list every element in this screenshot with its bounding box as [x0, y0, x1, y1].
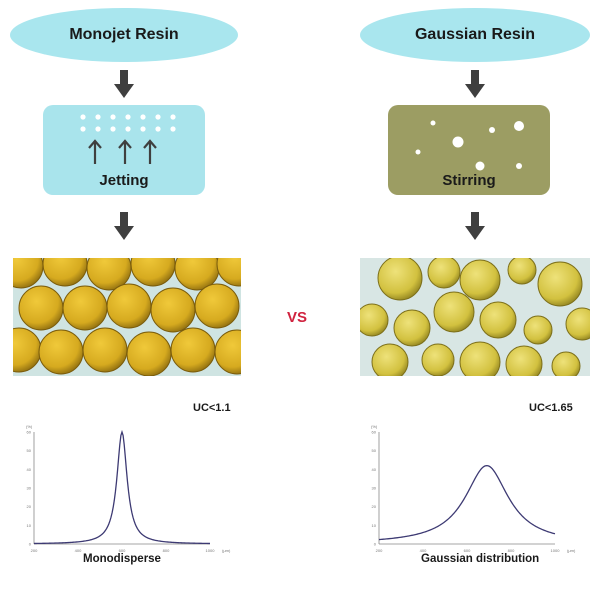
y-tick-label: 50 — [27, 448, 32, 453]
uniformity-coefficient-label: UC<1.1 — [193, 402, 231, 414]
y-tick-label: 20 — [27, 504, 32, 509]
monojet-resin-title: Monojet Resin — [10, 8, 238, 62]
x-tick-label: 200 — [31, 548, 38, 553]
x-tick-label: 1000 — [551, 548, 561, 553]
distribution-curve — [378, 464, 556, 541]
uniformity-coefficient-label: UC<1.65 — [529, 402, 573, 414]
y-tick-label: 30 — [27, 486, 32, 491]
down-arrow-icon — [465, 70, 485, 100]
jetting-label: Jetting — [99, 172, 149, 189]
distribution-curve — [33, 429, 211, 545]
monojet-column: Monojet Resin Jetting — [10, 8, 241, 565]
y-tick-label: 0 — [29, 542, 32, 547]
x-tick-label: 400 — [75, 548, 82, 553]
x-tick-label: 600 — [464, 548, 471, 553]
down-arrow-icon — [114, 70, 134, 100]
x-tick-label: 1000 — [206, 548, 216, 553]
y-axis-label: (%) — [371, 424, 378, 429]
jetting-droplets-illustration — [80, 114, 176, 164]
y-tick-label: 60 — [27, 430, 32, 435]
y-tick-label: 10 — [27, 523, 32, 528]
x-tick-label: 600 — [119, 548, 126, 553]
stirring-process-box: Stirring — [388, 105, 550, 195]
y-tick-label: 0 — [374, 542, 377, 547]
down-arrow-icon — [114, 212, 134, 242]
gaussian-distribution-chart: 0 10 20 30 40 50 60 (%) 200 400 600 800 1000 (μm) — [365, 420, 585, 555]
y-tick-label: 20 — [372, 504, 377, 509]
x-tick-label: 800 — [508, 548, 515, 553]
x-tick-label: 800 — [163, 548, 170, 553]
monodisperse-chart: 0 10 20 30 40 50 60 (%) 200 400 600 800 1000 (μm) — [20, 420, 240, 555]
gaussian-distribution-caption: Gaussian distribution — [421, 553, 540, 565]
y-tick-label: 60 — [372, 430, 377, 435]
y-tick-label: 40 — [372, 467, 377, 472]
stirring-label: Stirring — [442, 172, 496, 189]
x-tick-label: 200 — [376, 548, 383, 553]
x-axis-label: (μm) — [567, 548, 576, 553]
y-axis-label: (%) — [26, 424, 33, 429]
y-tick-label: 40 — [27, 467, 32, 472]
vs-label: VS — [287, 309, 308, 326]
down-arrow-icon — [465, 212, 485, 242]
y-tick-label: 50 — [372, 448, 377, 453]
y-tick-label: 10 — [372, 523, 377, 528]
jetting-process-box: Jetting — [43, 105, 205, 195]
gaussian-beads-photo — [360, 258, 590, 376]
gaussian-resin-title: Gaussian Resin — [360, 8, 590, 62]
x-axis-label: (μm) — [222, 548, 231, 553]
x-tick-label: 400 — [420, 548, 427, 553]
stirring-droplets-illustration — [415, 120, 524, 171]
gaussian-column: Gaussian Resin Stirring — [300, 0, 600, 600]
y-tick-label: 30 — [372, 486, 377, 491]
monojet-beads-photo — [13, 258, 241, 376]
monodisperse-caption: Monodisperse — [83, 553, 161, 565]
